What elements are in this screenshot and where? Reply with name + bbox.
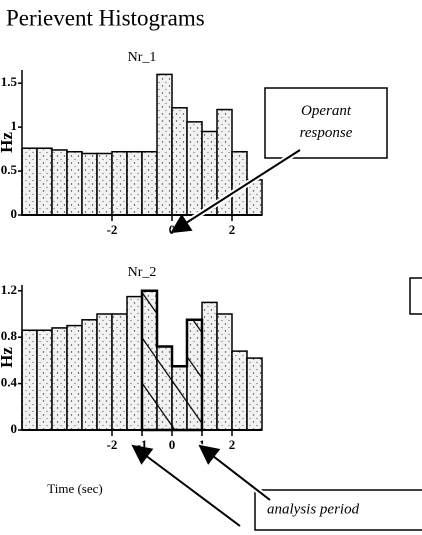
histogram-bar <box>66 324 83 431</box>
callout-text: Operant response <box>300 103 353 141</box>
callout-arrow <box>198 444 271 501</box>
histogram-bar <box>126 150 143 216</box>
histogram-bar <box>186 121 203 216</box>
histogram-bar <box>36 147 53 216</box>
callout-line: response <box>300 125 353 141</box>
histogram-bar <box>111 313 128 431</box>
histogram-bar <box>201 301 218 431</box>
y-tick-label: 0.5 <box>1 162 18 177</box>
histogram-bar <box>81 319 98 431</box>
histogram-bar <box>216 313 233 431</box>
x-tick-label: -2 <box>107 437 118 452</box>
x-axis-label: Time (sec) <box>47 481 103 496</box>
y-tick-label: 0 <box>11 206 18 221</box>
highlight-hatch <box>140 289 204 432</box>
chart-title: Nr_2 <box>128 265 157 280</box>
y-tick-label: 0 <box>11 421 18 436</box>
callout-text: analysis period <box>267 501 360 517</box>
histogram-bar <box>51 327 68 431</box>
histogram-bar <box>21 329 38 431</box>
page-title: Perievent Histograms <box>6 5 205 30</box>
histogram-bar <box>171 107 188 216</box>
y-axis-label: Hz <box>0 132 16 153</box>
y-tick-label: 1 <box>11 118 18 133</box>
clipped-box <box>409 277 422 315</box>
histogram-bar <box>21 147 38 216</box>
callout-box <box>254 489 422 531</box>
y-tick-label: 1.2 <box>1 282 17 297</box>
histogram-bar <box>36 329 53 431</box>
histogram-bar <box>111 150 128 216</box>
histogram-bar <box>66 150 83 216</box>
histogram-bar <box>96 152 113 216</box>
callout-line: Operant <box>301 103 352 119</box>
histogram-bar <box>231 350 248 431</box>
x-tick-label: 2 <box>229 222 236 237</box>
histogram-bar <box>156 73 173 216</box>
x-tick-label: 2 <box>229 437 236 452</box>
y-tick-label: 0.8 <box>1 328 18 343</box>
callout-arrow <box>131 444 241 527</box>
histogram-bar <box>81 152 98 216</box>
x-tick-label: 0 <box>169 437 176 452</box>
callout-box <box>264 87 388 159</box>
histogram-bar <box>51 149 68 216</box>
x-tick-label: -2 <box>107 222 118 237</box>
y-axis-label: Hz <box>0 347 16 368</box>
chart-title: Nr_1 <box>128 50 157 65</box>
y-tick-label: 0.4 <box>1 375 18 390</box>
histogram-bar <box>141 150 158 216</box>
histogram-bar <box>126 295 143 431</box>
histogram-bar <box>96 313 113 431</box>
y-tick-label: 1.5 <box>1 74 18 89</box>
callout-arrow <box>170 149 301 234</box>
x-tick-label: -1 <box>137 437 148 452</box>
histogram-bar <box>246 357 263 431</box>
